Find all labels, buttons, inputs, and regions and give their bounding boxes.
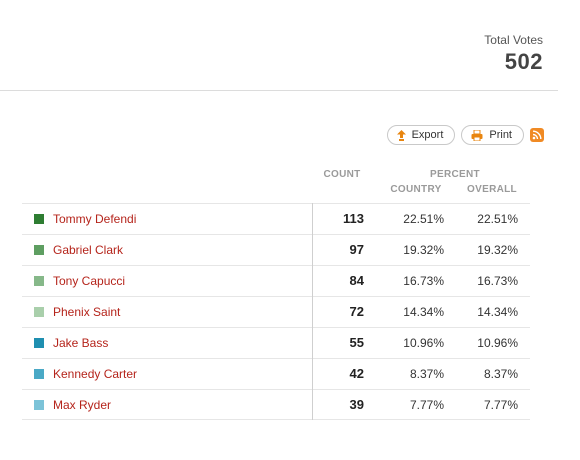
- table-row: Phenix Saint 72 14.34% 14.34%: [22, 296, 530, 327]
- print-icon: [471, 129, 483, 141]
- color-swatch: [34, 338, 44, 348]
- overall-percent: 19.32%: [477, 243, 518, 257]
- color-swatch: [34, 369, 44, 379]
- candidate-name-link[interactable]: Jake Bass: [53, 336, 109, 350]
- country-percent: 10.96%: [403, 336, 444, 350]
- table-row: Kennedy Carter 42 8.37% 8.37%: [22, 358, 530, 389]
- overall-percent: 14.34%: [477, 305, 518, 319]
- color-swatch: [34, 276, 44, 286]
- table-row: Jake Bass 55 10.96% 10.96%: [22, 327, 530, 358]
- overall-percent: 22.51%: [477, 212, 518, 226]
- count-value: 55: [349, 335, 364, 350]
- country-percent: 19.32%: [403, 243, 444, 257]
- export-button[interactable]: Export: [386, 125, 456, 145]
- column-header-country: COUNTRY: [390, 184, 442, 195]
- candidate-name-link[interactable]: Phenix Saint: [53, 305, 121, 319]
- table-row: Tommy Defendi 113 22.51% 22.51%: [22, 203, 530, 234]
- table-row: Gabriel Clark 97 19.32% 19.32%: [22, 234, 530, 265]
- color-swatch: [34, 400, 44, 410]
- export-label: Export: [411, 129, 444, 141]
- table-row: Tony Capucci 84 16.73% 16.73%: [22, 265, 530, 296]
- column-header-overall: OVERALL: [467, 184, 517, 195]
- candidate-name-link[interactable]: Max Ryder: [53, 398, 112, 412]
- export-icon: [396, 129, 406, 141]
- count-value: 72: [349, 304, 364, 319]
- overall-percent: 7.77%: [483, 398, 518, 412]
- column-divider: [312, 203, 313, 420]
- color-swatch: [34, 214, 44, 224]
- total-votes-label: Total Votes: [484, 33, 543, 47]
- toolbar: Export Print: [381, 125, 544, 145]
- country-percent: 8.37%: [409, 367, 444, 381]
- candidate-name-link[interactable]: Kennedy Carter: [53, 367, 138, 381]
- color-swatch: [34, 245, 44, 255]
- count-value: 113: [343, 211, 364, 226]
- country-percent: 22.51%: [403, 212, 444, 226]
- overall-percent: 8.37%: [483, 367, 518, 381]
- country-percent: 14.34%: [403, 305, 444, 319]
- count-value: 84: [349, 273, 364, 288]
- total-votes-value: 502: [504, 49, 543, 74]
- table-row: Max Ryder 39 7.77% 7.77%: [22, 389, 530, 420]
- rss-icon[interactable]: [530, 128, 544, 142]
- count-value: 39: [349, 397, 364, 412]
- country-percent: 16.73%: [403, 274, 444, 288]
- overall-percent: 16.73%: [477, 274, 518, 288]
- overall-percent: 10.96%: [477, 336, 518, 350]
- print-label: Print: [489, 129, 512, 141]
- candidate-name-link[interactable]: Tony Capucci: [53, 274, 126, 288]
- results-table: Tommy Defendi 113 22.51% 22.51% Gabriel …: [22, 203, 530, 420]
- count-value: 42: [349, 366, 364, 381]
- column-header-percent: PERCENT: [430, 169, 480, 180]
- candidate-name-link[interactable]: Tommy Defendi: [53, 212, 137, 226]
- column-header-count: COUNT: [323, 169, 361, 180]
- candidate-name-link[interactable]: Gabriel Clark: [53, 243, 124, 257]
- country-percent: 7.77%: [409, 398, 444, 412]
- header-divider: [0, 90, 558, 91]
- color-swatch: [34, 307, 44, 317]
- print-button[interactable]: Print: [461, 125, 524, 145]
- count-value: 97: [349, 242, 364, 257]
- total-votes: Total Votes 502: [484, 33, 543, 76]
